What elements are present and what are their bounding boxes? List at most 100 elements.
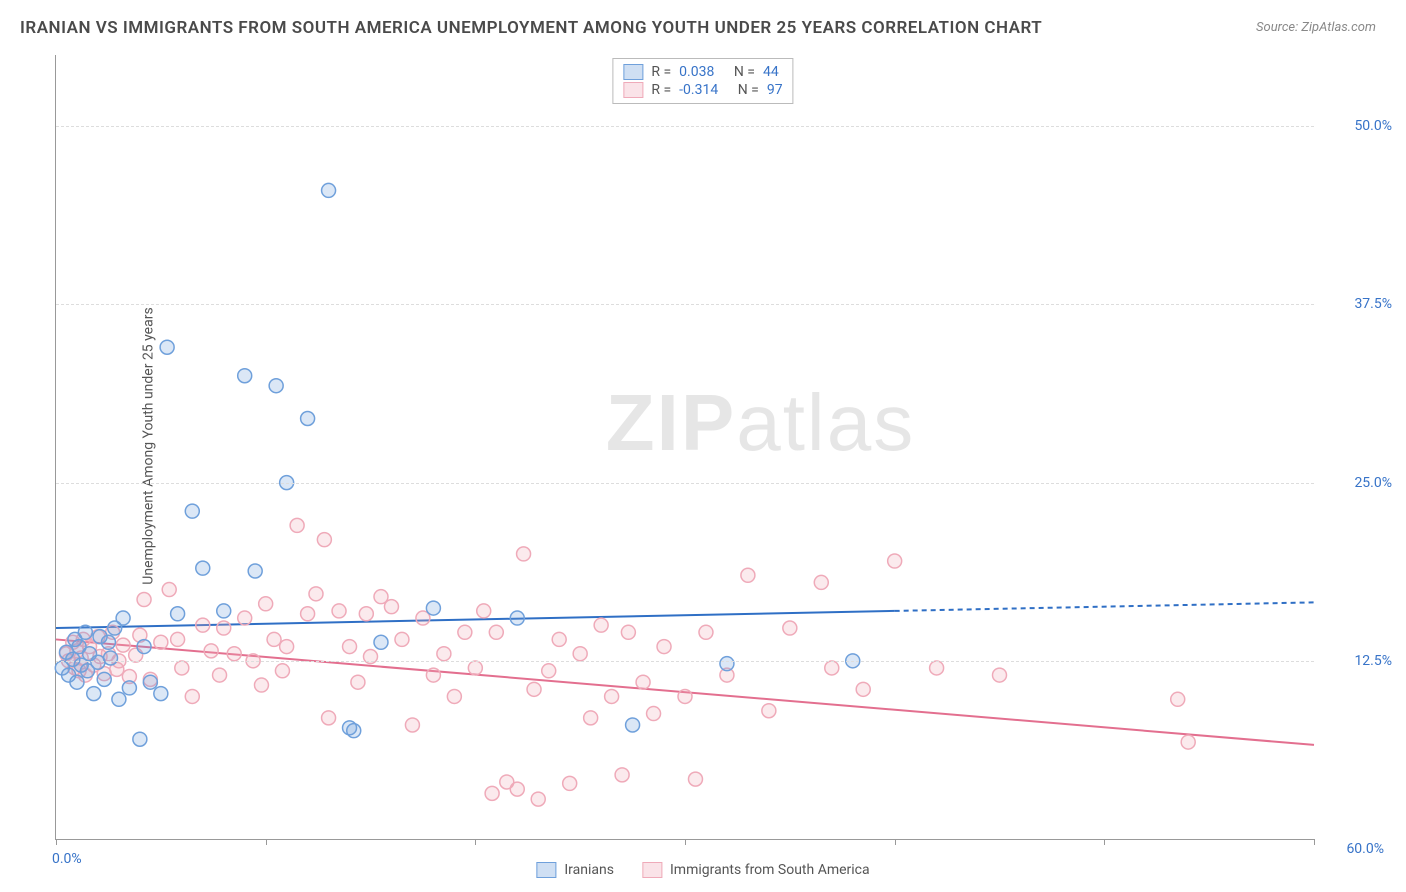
point-south_america bbox=[621, 625, 635, 639]
x-tick bbox=[1104, 839, 1105, 845]
plot-area: ZIPatlas 12.5%25.0%37.5%50.0%0.0%60.0% bbox=[55, 55, 1314, 840]
point-iranians bbox=[171, 607, 185, 621]
swatch-iranians bbox=[536, 862, 556, 878]
x-tick bbox=[56, 839, 57, 845]
point-south_america bbox=[542, 664, 556, 678]
point-iranians bbox=[97, 672, 111, 686]
point-south_america bbox=[267, 632, 281, 646]
point-iranians bbox=[78, 625, 92, 639]
point-south_america bbox=[888, 554, 902, 568]
gridline bbox=[56, 661, 1314, 662]
y-tick-label: 25.0% bbox=[1328, 475, 1392, 491]
gridline bbox=[56, 483, 1314, 484]
point-south_america bbox=[217, 621, 231, 635]
chart-container: IRANIAN VS IMMIGRANTS FROM SOUTH AMERICA… bbox=[0, 0, 1406, 892]
x-start-label: 0.0% bbox=[52, 851, 82, 867]
point-south_america bbox=[563, 776, 577, 790]
gridline bbox=[56, 126, 1314, 127]
point-iranians bbox=[322, 183, 336, 197]
point-iranians bbox=[101, 635, 115, 649]
point-south_america bbox=[517, 547, 531, 561]
r-label: R = bbox=[651, 82, 671, 98]
point-south_america bbox=[584, 711, 598, 725]
point-south_america bbox=[227, 647, 241, 661]
scatter-svg bbox=[56, 55, 1314, 839]
point-south_america bbox=[196, 618, 210, 632]
point-iranians bbox=[248, 564, 262, 578]
point-south_america bbox=[426, 668, 440, 682]
point-south_america bbox=[636, 675, 650, 689]
point-south_america bbox=[699, 625, 713, 639]
point-south_america bbox=[171, 632, 185, 646]
point-iranians bbox=[347, 724, 361, 738]
n-label: N = bbox=[734, 64, 755, 80]
legend-item-southamerica: Immigrants from South America bbox=[642, 862, 870, 878]
point-iranians bbox=[196, 561, 210, 575]
point-south_america bbox=[741, 568, 755, 582]
n-value-iranians: 44 bbox=[763, 64, 779, 80]
y-tick-label: 37.5% bbox=[1328, 296, 1392, 312]
point-south_america bbox=[458, 625, 472, 639]
x-tick bbox=[475, 839, 476, 845]
point-south_america bbox=[930, 661, 944, 675]
point-iranians bbox=[626, 718, 640, 732]
stats-legend: R = 0.038 N = 44 R = -0.314 N = 97 bbox=[612, 58, 793, 104]
point-south_america bbox=[116, 638, 130, 652]
point-south_america bbox=[238, 611, 252, 625]
x-tick bbox=[895, 839, 896, 845]
point-iranians bbox=[143, 675, 157, 689]
legend-label-southamerica: Immigrants from South America bbox=[670, 862, 870, 878]
point-south_america bbox=[405, 718, 419, 732]
point-iranians bbox=[160, 340, 174, 354]
point-south_america bbox=[477, 604, 491, 618]
point-south_america bbox=[437, 647, 451, 661]
point-iranians bbox=[720, 657, 734, 671]
point-south_america bbox=[531, 792, 545, 806]
point-iranians bbox=[217, 604, 231, 618]
n-value-southamerica: 97 bbox=[767, 82, 783, 98]
point-south_america bbox=[762, 704, 776, 718]
r-value-iranians: 0.038 bbox=[679, 64, 714, 80]
point-iranians bbox=[122, 681, 136, 695]
point-south_america bbox=[309, 587, 323, 601]
point-iranians bbox=[87, 687, 101, 701]
point-south_america bbox=[678, 689, 692, 703]
point-iranians bbox=[301, 411, 315, 425]
swatch-southamerica bbox=[623, 82, 643, 98]
x-end-label: 60.0% bbox=[1346, 841, 1384, 857]
r-label: R = bbox=[651, 64, 671, 80]
legend-label-iranians: Iranians bbox=[564, 862, 614, 878]
point-south_america bbox=[825, 661, 839, 675]
point-south_america bbox=[301, 607, 315, 621]
point-south_america bbox=[527, 682, 541, 696]
point-south_america bbox=[185, 689, 199, 703]
point-south_america bbox=[204, 644, 218, 658]
point-south_america bbox=[1171, 692, 1185, 706]
point-south_america bbox=[343, 640, 357, 654]
point-south_america bbox=[657, 640, 671, 654]
point-south_america bbox=[1181, 735, 1195, 749]
x-tick bbox=[266, 839, 267, 845]
legend-item-iranians: Iranians bbox=[536, 862, 614, 878]
point-south_america bbox=[647, 707, 661, 721]
n-label: N = bbox=[738, 82, 759, 98]
point-south_america bbox=[468, 661, 482, 675]
r-value-southamerica: -0.314 bbox=[679, 82, 718, 98]
point-iranians bbox=[116, 611, 130, 625]
point-south_america bbox=[395, 632, 409, 646]
point-south_america bbox=[137, 593, 151, 607]
point-iranians bbox=[374, 635, 388, 649]
point-south_america bbox=[332, 604, 346, 618]
trend-line-dashed-iranians bbox=[895, 602, 1314, 611]
point-iranians bbox=[510, 611, 524, 625]
point-south_america bbox=[259, 597, 273, 611]
y-tick-label: 12.5% bbox=[1328, 653, 1392, 669]
point-iranians bbox=[426, 601, 440, 615]
point-south_america bbox=[552, 632, 566, 646]
gridline bbox=[56, 304, 1314, 305]
point-south_america bbox=[605, 689, 619, 703]
swatch-iranians bbox=[623, 64, 643, 80]
point-south_america bbox=[175, 661, 189, 675]
point-south_america bbox=[489, 625, 503, 639]
point-south_america bbox=[280, 640, 294, 654]
